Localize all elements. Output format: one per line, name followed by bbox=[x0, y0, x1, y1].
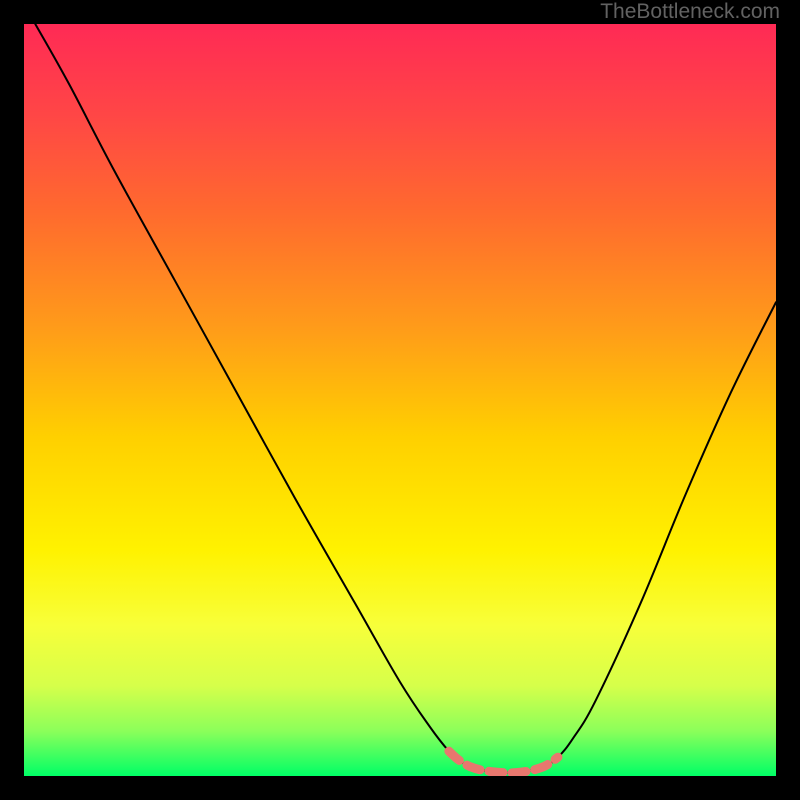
watermark-text: TheBottleneck.com bbox=[600, 0, 780, 24]
chart-svg bbox=[0, 0, 800, 800]
chart-frame: TheBottleneck.com bbox=[0, 0, 800, 800]
bottleneck-curve bbox=[35, 24, 776, 773]
optimal-range-band bbox=[449, 751, 558, 773]
